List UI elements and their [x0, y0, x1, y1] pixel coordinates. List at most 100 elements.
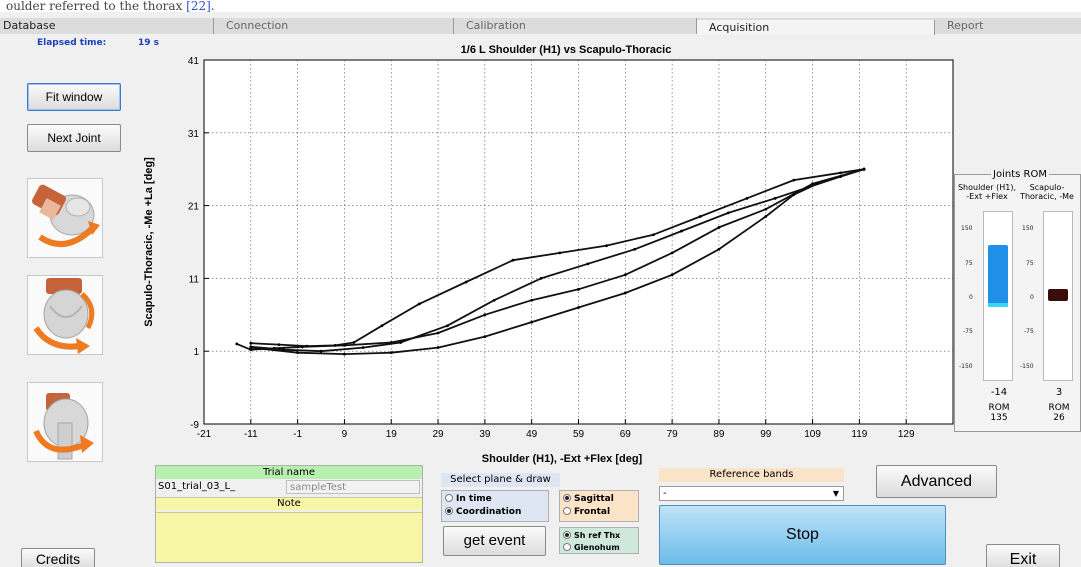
stop-button[interactable]: Stop [659, 505, 946, 565]
elapsed-time-label: Elapsed time: [37, 38, 107, 48]
caption-ref-link[interactable]: [22] [186, 0, 211, 12]
exit-button[interactable]: Exit [986, 544, 1060, 567]
shoulder-rotation-icon[interactable] [27, 382, 103, 462]
data-point [417, 302, 421, 306]
x-tick-label: 69 [620, 429, 632, 440]
get-event-button[interactable]: get event [443, 526, 546, 556]
rom-label: ROM [1048, 403, 1070, 413]
radio-in-time[interactable]: In time [445, 494, 492, 505]
rom-joint-name: Scapulo-Thoracic, -Me +La [1020, 183, 1074, 201]
radio-label: Sh ref Thx [574, 531, 621, 540]
radio-label: Frontal [574, 507, 611, 517]
rom-tick: 150 [961, 225, 973, 232]
data-point [249, 346, 253, 349]
rom-range-fill [988, 245, 1008, 308]
shoulder-abduction-icon[interactable] [27, 275, 103, 355]
rom-current-value: -14 [990, 387, 1008, 398]
trial-name-label: Trial name [263, 467, 315, 478]
elapsed-time-value: 19 s [138, 38, 160, 48]
note-label: Note [277, 498, 301, 509]
data-point [399, 341, 403, 344]
data-point [839, 175, 843, 178]
tab-report[interactable]: Report [947, 19, 984, 32]
data-point [862, 167, 866, 171]
radio-coordination[interactable]: Coordination [445, 507, 521, 518]
y-tick-label: 21 [188, 202, 200, 213]
data-point [652, 233, 655, 237]
data-point [249, 348, 253, 352]
radio-dot [445, 494, 453, 502]
data-point [446, 324, 449, 328]
radio-dot [563, 507, 571, 515]
data-point [235, 342, 239, 346]
data-series [235, 167, 866, 356]
rom-tick: -150 [959, 363, 973, 370]
rom-tick: 150 [1022, 225, 1034, 232]
data-point [815, 182, 819, 186]
x-tick-label: 59 [573, 429, 585, 440]
tab-bar: Database Connection Calibration Acquisit… [0, 18, 1081, 35]
y-tick-label: 41 [188, 56, 200, 67]
radio-sh-ref-thx[interactable]: Sh ref Thx [563, 530, 620, 541]
data-point [623, 291, 627, 295]
data-point [670, 251, 674, 255]
trial-panel: Trial name S01_trial_03_L_ sampleTest No… [155, 465, 423, 563]
radio-glenohum[interactable]: Glenohum [563, 542, 620, 553]
rom-tick: 75 [1026, 260, 1034, 267]
tab-connection[interactable]: Connection [214, 18, 454, 34]
advanced-button[interactable]: Advanced [876, 465, 997, 498]
data-point [577, 306, 580, 309]
fit-window-button[interactable]: Fit window [27, 83, 121, 111]
radio-label: Sagittal [574, 494, 614, 504]
chart-title: 1/6 L Shoulder (H1) vs Scapulo-Thoracic [461, 44, 672, 56]
data-point [436, 331, 440, 335]
rom-value: 135 [990, 413, 1008, 423]
document-caption: oulder referred to the thorax [22]. [0, 0, 1081, 12]
data-point [305, 344, 309, 348]
data-point [633, 247, 637, 251]
next-joint-button[interactable]: Next Joint [27, 124, 121, 152]
y-tick-label: 1 [193, 347, 199, 358]
select-plane-header: Select plane & draw [441, 473, 560, 487]
data-point [277, 343, 281, 347]
tab-database[interactable]: Database [0, 18, 214, 34]
data-point [623, 273, 627, 277]
x-tick-label: 19 [386, 429, 398, 440]
note-textarea[interactable] [156, 512, 422, 562]
tab-calibration[interactable]: Calibration [454, 18, 697, 34]
x-tick-label: 49 [526, 429, 538, 440]
x-tick-label: 79 [667, 429, 679, 440]
trial-name-header: Trial name [156, 466, 422, 479]
radio-dot [563, 494, 571, 502]
data-point [680, 229, 683, 233]
data-point [764, 215, 768, 218]
radio-label: In time [456, 494, 492, 504]
radio-frontal[interactable]: Frontal [563, 507, 610, 518]
rom-tick: 75 [965, 260, 973, 267]
x-tick-label: 109 [804, 429, 821, 440]
coordination-chart: 1/6 L Shoulder (H1) vs Scapulo-Thoracic … [143, 44, 954, 465]
tab-acquisition[interactable]: Acquisition [697, 20, 935, 35]
x-tick-label: -11 [244, 429, 258, 440]
data-point [539, 277, 543, 280]
data-point [764, 207, 768, 211]
reference-bands-select[interactable]: - ▼ [659, 486, 844, 501]
caption-suffix: . [210, 0, 215, 12]
note-header: Note [156, 497, 422, 510]
reference-bands-label: Reference bands [709, 469, 794, 480]
trial-name-field[interactable]: sampleTest [286, 480, 420, 494]
radio-sagittal[interactable]: Sagittal [563, 494, 614, 505]
data-point [558, 251, 562, 255]
radio-dot [563, 531, 571, 539]
credits-button[interactable]: Credits [21, 548, 95, 567]
x-tick-label: 129 [898, 429, 915, 440]
data-point [511, 258, 515, 262]
rom-bar-scapula [1043, 211, 1073, 381]
data-point [249, 341, 253, 345]
rom-tick: 0 [1030, 294, 1034, 301]
shoulder-flexion-icon[interactable] [27, 178, 103, 258]
y-axis-label: Scapulo-Thoracic, -Me +La [deg] [143, 157, 155, 327]
y-tick-label: 31 [188, 129, 200, 140]
